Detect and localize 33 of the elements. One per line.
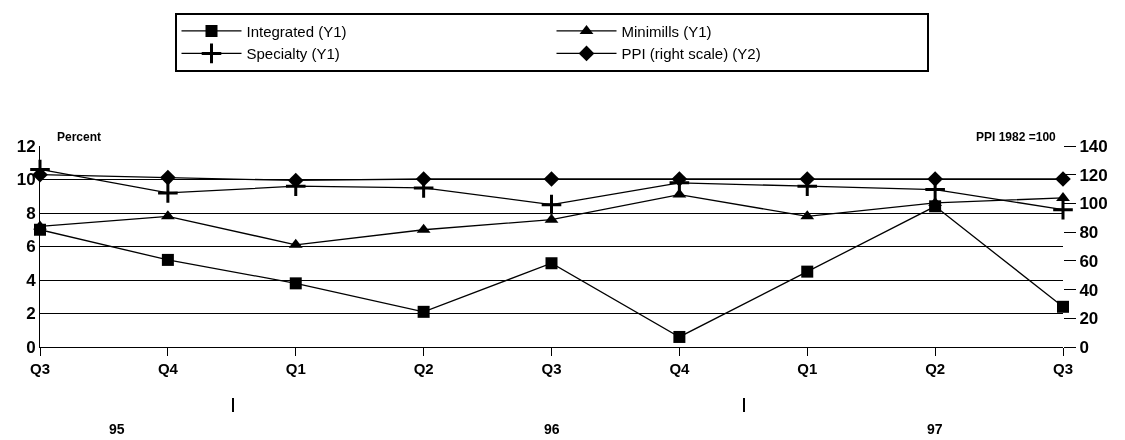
y-tick-label: 8 xyxy=(26,203,36,223)
x-tick-label: Q1 xyxy=(285,360,306,377)
y-axis-title: Percent xyxy=(57,130,102,144)
y-tick-label: 0 xyxy=(26,337,36,357)
text: 95 xyxy=(109,421,125,437)
y2-tick-label: 60 xyxy=(1079,251,1099,271)
y2-tick-label: 100 xyxy=(1079,194,1108,214)
text: 97 xyxy=(927,421,943,437)
x-tick-label: Q4 xyxy=(157,360,179,377)
legend-label: Specialty (Y1) xyxy=(246,45,340,63)
y2-axis-title: PPI 1982 =100 xyxy=(976,130,1057,144)
legend-label: Integrated (Y1) xyxy=(246,22,347,40)
y2-tick-label: 20 xyxy=(1079,309,1099,329)
x-tick-label: Q1 xyxy=(797,360,818,377)
x-tick-label: Q2 xyxy=(925,360,946,377)
x-tick-label: Q3 xyxy=(29,360,51,377)
y2-tick-label: 120 xyxy=(1079,165,1108,185)
y-tick-label: 12 xyxy=(16,136,36,156)
legend-label: Minimills (Y1) xyxy=(621,22,712,40)
y-tick-label: 10 xyxy=(16,170,36,190)
y2-tick-label: 80 xyxy=(1079,223,1099,243)
legend-label: PPI (right scale) (Y2) xyxy=(621,45,761,63)
y2-tick-label: 40 xyxy=(1079,280,1099,300)
x-tick-label: Q3 xyxy=(541,360,562,377)
y2-tick-label: 0 xyxy=(1079,337,1089,357)
y-tick-label: 6 xyxy=(26,237,36,257)
y2-tick-label: 140 xyxy=(1079,136,1108,156)
text: 96 xyxy=(544,421,560,437)
x-tick-label: Q2 xyxy=(413,360,434,377)
y-tick-label: 4 xyxy=(26,270,37,290)
x-tick-label: Q4 xyxy=(669,360,691,377)
x-tick-label: Q3 xyxy=(1052,360,1074,377)
y-tick-label: 2 xyxy=(26,304,36,324)
